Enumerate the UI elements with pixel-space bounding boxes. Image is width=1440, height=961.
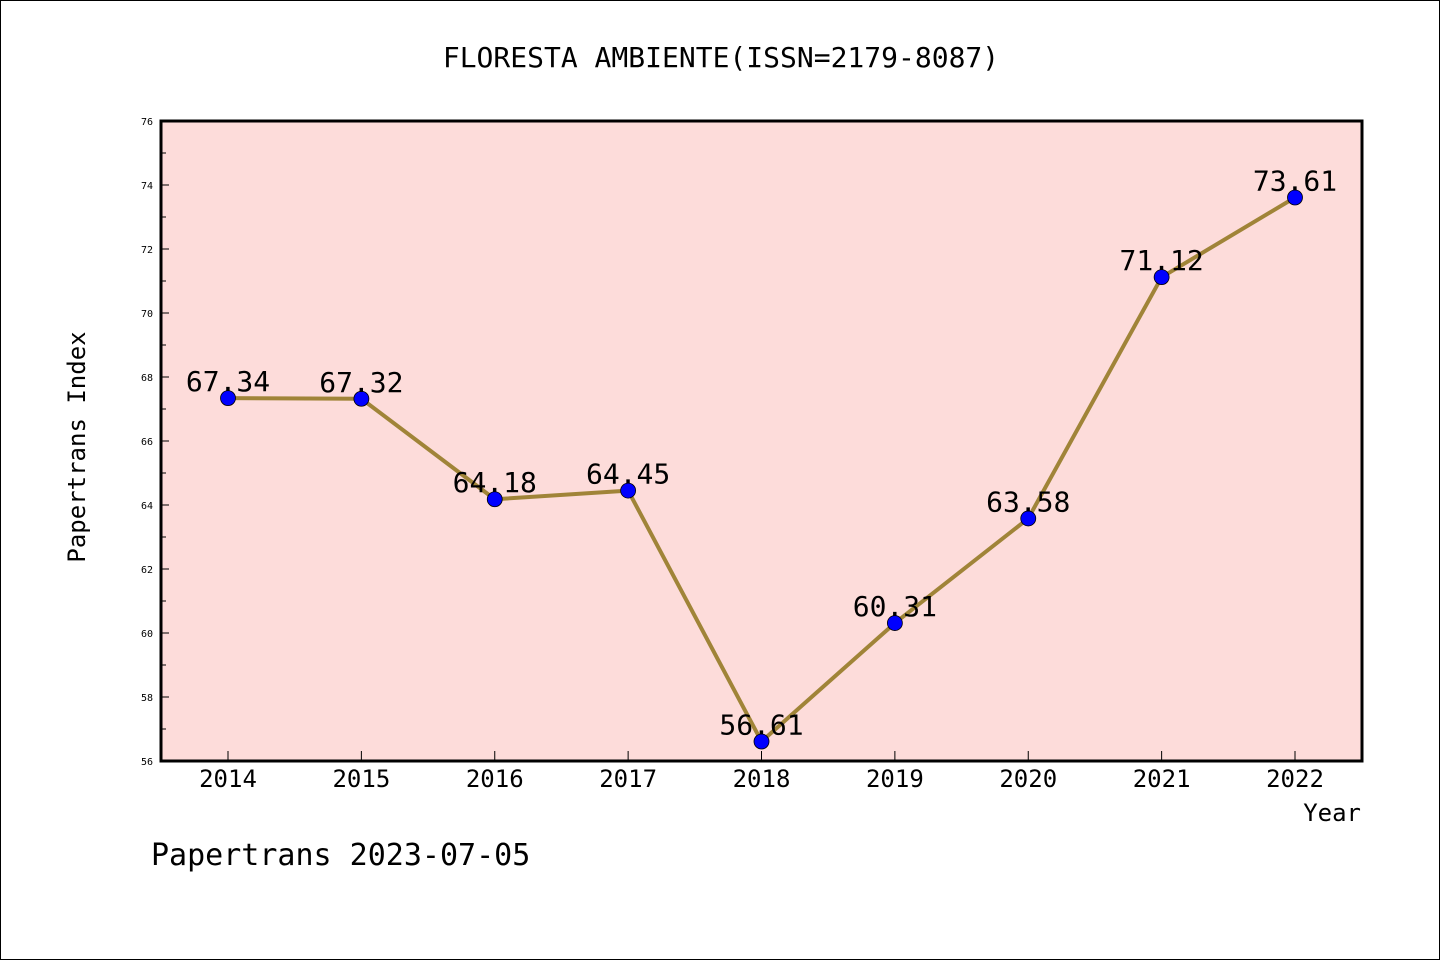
y-axis-label: Papertrans Index — [63, 331, 91, 562]
y-tick-label: 60 — [141, 629, 153, 640]
y-tick-label: 76 — [141, 117, 153, 128]
data-point-group — [220, 189, 1303, 750]
y-tick-label: 58 — [141, 693, 153, 704]
data-label: 60.31 — [853, 590, 937, 623]
data-point — [1020, 510, 1037, 527]
y-tick-label: 74 — [141, 181, 153, 192]
data-label: 73.61 — [1253, 164, 1337, 197]
x-tick-label: 2016 — [466, 765, 524, 793]
y-axis: 56 58 60 62 64 66 68 70 72 74 76 — [141, 117, 169, 768]
data-label: 56.61 — [719, 708, 803, 741]
data-point — [220, 390, 236, 407]
x-tick-label: 2022 — [1266, 765, 1324, 793]
y-tick-label: 68 — [141, 373, 153, 384]
data-point — [1287, 189, 1303, 206]
data-point — [353, 390, 370, 407]
data-label: 64.45 — [586, 458, 670, 491]
y-tick-label: 64 — [141, 501, 153, 512]
data-label: 64.18 — [453, 466, 537, 499]
data-point — [753, 733, 770, 750]
y-tick-label: 72 — [141, 245, 153, 256]
x-tick-label: 2020 — [999, 765, 1057, 793]
data-point — [1153, 269, 1170, 286]
plot-area — [159, 119, 1364, 763]
x-tick-label: 2017 — [599, 765, 657, 793]
x-axis-label: Year — [1303, 799, 1361, 827]
data-label: 63.58 — [986, 485, 1070, 518]
data-label: 71.12 — [1119, 244, 1203, 277]
data-point — [486, 491, 503, 508]
x-tick-label: 2015 — [332, 765, 390, 793]
data-label-group: 67.34 67.32 64.18 64.45 56.61 60.31 63.58 71.12… — [186, 164, 1337, 741]
data-label: 67.34 — [186, 365, 270, 398]
y-tick-label: 70 — [141, 309, 153, 320]
footer-text: Papertrans 2023-07-05 — [151, 838, 530, 873]
y-tick-label: 62 — [141, 565, 153, 576]
x-tick-label: 2021 — [1133, 765, 1191, 793]
data-point — [886, 615, 903, 631]
x-tick-label: 2018 — [733, 765, 791, 793]
data-point — [620, 482, 637, 499]
x-axis: 2014 2015 2016 2017 2018 2019 2020 2021 2022 — [199, 751, 1324, 793]
y-tick-label: 56 — [141, 757, 153, 768]
chart-title: FLORESTA AMBIENTE(ISSN=2179-8087) — [443, 41, 999, 74]
data-label: 67.32 — [319, 366, 403, 399]
y-tick-label: 66 — [141, 437, 153, 448]
x-tick-label: 2014 — [199, 765, 257, 793]
x-tick-label: 2019 — [866, 765, 924, 793]
